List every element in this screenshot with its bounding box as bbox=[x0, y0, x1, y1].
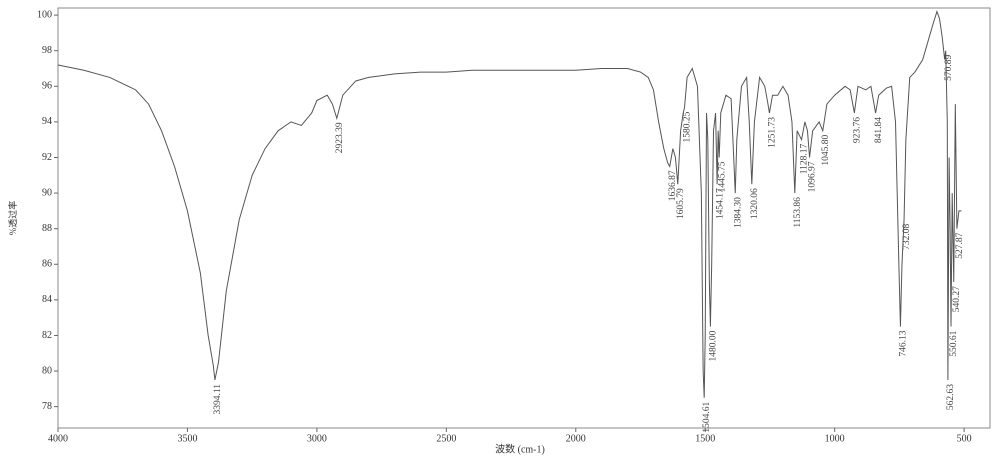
peak-label: 1096.97 bbox=[808, 161, 818, 192]
peak-label: 562.63 bbox=[946, 384, 956, 410]
y-tick-label: 86 bbox=[42, 259, 52, 270]
x-axis-label: 波数 (cm-1) bbox=[495, 442, 545, 455]
peak-label: 527.87 bbox=[955, 232, 965, 258]
peak-label: 570.89 bbox=[944, 54, 954, 80]
peak-label: 1320.06 bbox=[750, 188, 760, 219]
x-tick-label: 3000 bbox=[307, 433, 327, 444]
y-tick-label: 96 bbox=[42, 81, 52, 92]
x-tick-label: 2000 bbox=[566, 433, 586, 444]
peak-label: 1605.79 bbox=[676, 188, 686, 219]
plot-frame bbox=[57, 7, 991, 429]
y-tick-label: 88 bbox=[42, 223, 52, 234]
peak-label: 1045.80 bbox=[821, 135, 831, 166]
x-tick-label: 500 bbox=[957, 433, 972, 444]
y-tick-label: 82 bbox=[42, 330, 52, 341]
peak-label: 3394.11 bbox=[213, 384, 223, 415]
y-tick-label: 92 bbox=[42, 152, 52, 163]
y-axis-label: %透过率 bbox=[7, 201, 18, 236]
y-tick-label: 98 bbox=[42, 45, 52, 56]
x-tick-label: 3500 bbox=[177, 433, 197, 444]
peak-label: 540.27 bbox=[952, 286, 962, 312]
y-tick-label: 94 bbox=[42, 116, 52, 127]
peak-label: 1580.25 bbox=[683, 111, 693, 142]
spectrum-line bbox=[57, 9, 962, 398]
y-tick-label: 84 bbox=[42, 294, 52, 305]
x-tick-label: 4000 bbox=[48, 433, 68, 444]
peak-label: 746.13 bbox=[899, 330, 909, 356]
peak-label: 732.08 bbox=[902, 224, 912, 250]
x-tick-label: 2500 bbox=[436, 433, 456, 444]
x-tick-label: 1000 bbox=[825, 433, 845, 444]
peak-label: 1636.87 bbox=[668, 170, 678, 201]
peak-label: 2923.39 bbox=[335, 122, 345, 153]
peak-label: 1384.30 bbox=[733, 197, 743, 228]
peak-label: 1153.86 bbox=[793, 197, 803, 228]
peak-label: 1480.00 bbox=[709, 330, 719, 361]
y-tick-label: 100 bbox=[37, 9, 52, 20]
peak-label: 1504.61 bbox=[702, 401, 712, 432]
peak-label: 923.76 bbox=[853, 117, 863, 143]
peak-label: 550.61 bbox=[949, 330, 959, 356]
peak-label: 841.84 bbox=[874, 117, 884, 143]
y-tick-label: 90 bbox=[42, 187, 52, 198]
y-tick-label: 78 bbox=[42, 401, 52, 412]
y-tick-label: 80 bbox=[42, 365, 52, 376]
peak-label: 1128.17 bbox=[800, 143, 810, 174]
peak-label: 1445.75 bbox=[717, 161, 727, 192]
peak-label: 1251.73 bbox=[768, 117, 778, 148]
peak-label: 1454.17 bbox=[715, 188, 725, 219]
x-tick-label: 1500 bbox=[695, 433, 715, 444]
